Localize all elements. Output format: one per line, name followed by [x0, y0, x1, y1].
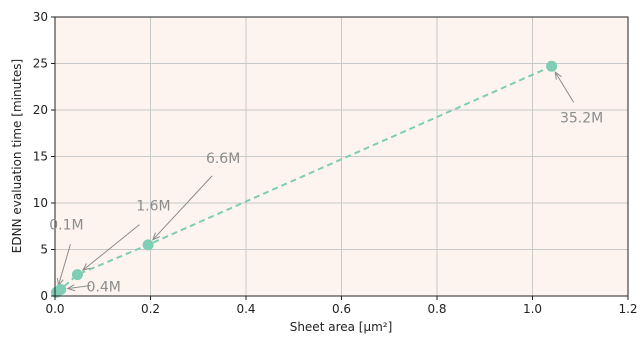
y-tick-label: 15: [33, 150, 48, 164]
y-tick-label: 0: [40, 289, 48, 303]
annotation-label: 6.6M: [206, 151, 240, 167]
x-tick-label: 1.2: [618, 302, 637, 316]
x-tick-label: 0.8: [427, 302, 446, 316]
annotation-label: 0.4M: [87, 279, 121, 295]
y-tick-label: 30: [33, 10, 48, 24]
x-tick-label: 0.6: [332, 302, 351, 316]
annotation-arrowhead: [554, 71, 562, 80]
y-tick-label: 10: [33, 196, 48, 210]
y-tick-label: 20: [33, 103, 48, 117]
y-tick-label: 25: [33, 57, 48, 71]
annotation-arrow: [57, 244, 71, 286]
annotation-label: 0.1M: [49, 217, 83, 233]
y-axis-label: EDNN evaluation time [minutes]: [10, 59, 24, 253]
annotation-arrow: [152, 175, 213, 241]
x-axis-ticks: 0.0 0.2 0.4 0.6 0.8 1.0 1.2: [45, 296, 638, 316]
annotation-label: 35.2M: [560, 110, 603, 126]
y-tick-label: 5: [40, 243, 48, 257]
annotation-arrow: [554, 72, 575, 103]
y-axis-ticks: 0 5 10 15 20 25 30: [33, 10, 55, 303]
x-axis-label: Sheet area [μm²]: [290, 320, 393, 334]
annotation-arrow: [82, 224, 140, 271]
data-points: [50, 60, 558, 298]
data-point: [71, 269, 83, 281]
x-tick-label: 1.0: [523, 302, 542, 316]
annotation-label: 1.6M: [136, 199, 170, 215]
data-point: [546, 60, 558, 72]
annotation-arrowhead: [81, 263, 91, 272]
x-tick-label: 0.4: [236, 302, 255, 316]
x-tick-label: 0.0: [45, 302, 64, 316]
annotation-arrowhead: [152, 232, 161, 241]
data-point: [55, 283, 67, 295]
annotation-arrow: [67, 284, 91, 290]
annotation-arrows: [56, 71, 575, 292]
data-point: [142, 239, 154, 251]
annotations: 0.1M 0.4M 1.6M 6.6M 35.2M: [49, 110, 603, 295]
annotation-arrowhead: [66, 284, 76, 292]
x-tick-label: 0.2: [141, 302, 160, 316]
